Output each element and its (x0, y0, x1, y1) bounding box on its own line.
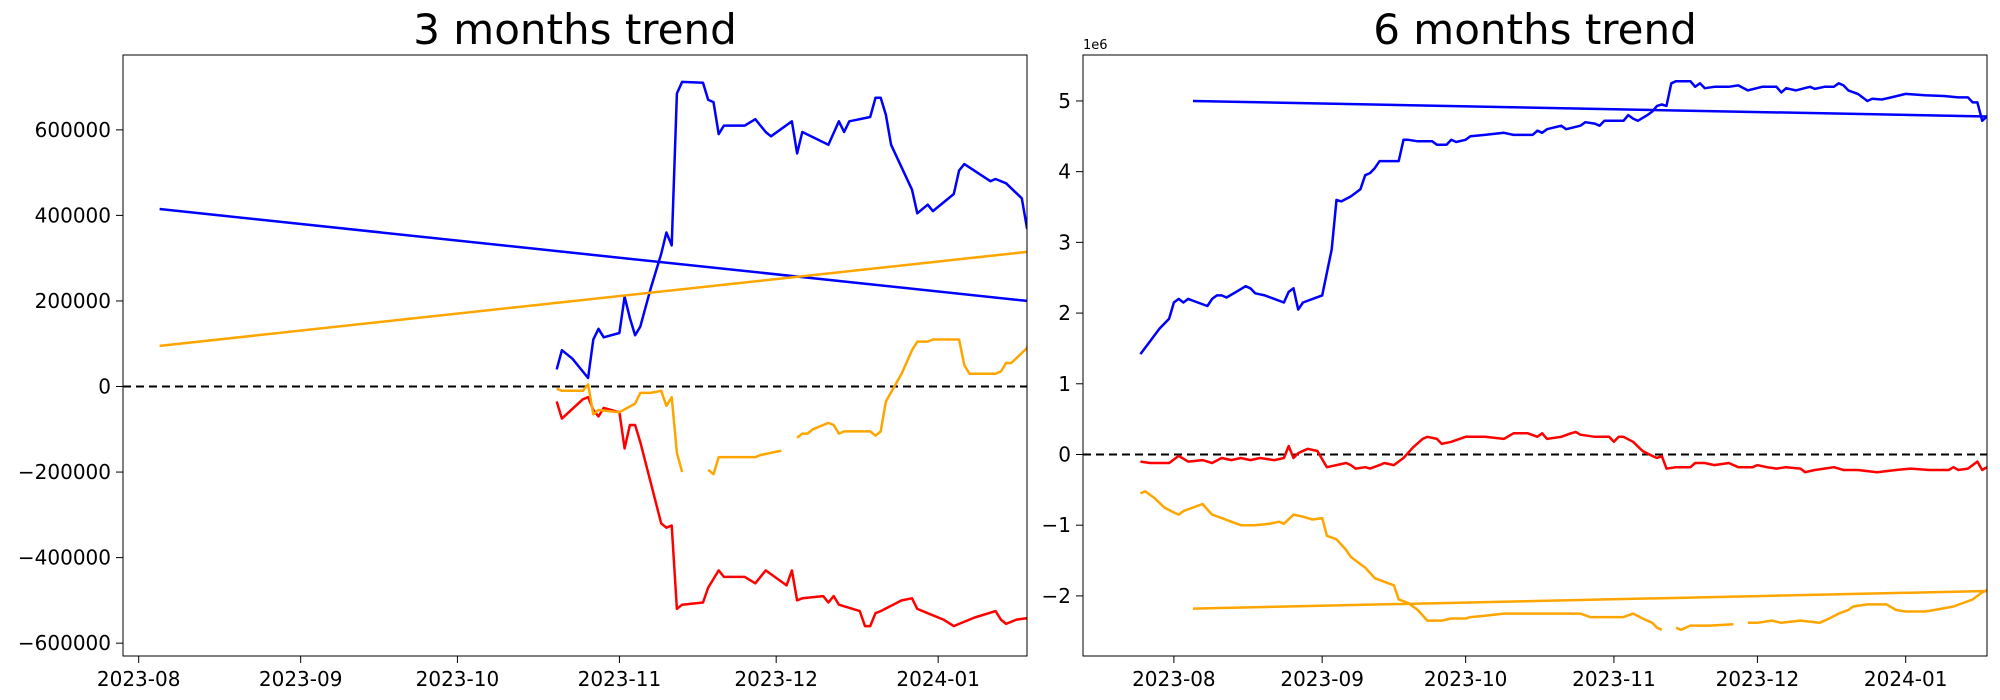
chart-title: 3 months trend (413, 5, 737, 54)
y-tick-label: 600000 (35, 118, 111, 142)
y-tick-label: 3 (1058, 230, 1071, 254)
y-offset-label: 1e6 (1083, 38, 1108, 53)
x-tick-label: 2023-08 (1132, 667, 1216, 691)
plot-frame (1082, 54, 1988, 657)
series-line-3 (1192, 99, 1987, 118)
x-tick-label: 2023-12 (1716, 667, 1800, 691)
y-tick-label: −400000 (18, 546, 111, 570)
series-line-2 (556, 338, 1027, 476)
x-tick-label: 2023-10 (1424, 667, 1508, 691)
y-tick-label: −2 (1042, 584, 1071, 608)
series-line-2 (1139, 490, 1987, 632)
x-tick-label: 2023-08 (97, 667, 181, 691)
x-tick-label: 2023-09 (259, 667, 343, 691)
x-tick-label: 2024-01 (1864, 667, 1948, 691)
panel-6-months: 2023-08 2023-09 2023-10 2023-11 2023-12 2024-… (1042, 5, 1988, 691)
x-tick-label: 2024-01 (896, 667, 980, 691)
y-tick-label: 5 (1058, 89, 1071, 113)
panel-3-months: 2023-08 2023-09 2023-10 2023-11 2023-12 2024-… (18, 5, 1028, 691)
y-tick-label: 0 (98, 375, 111, 399)
y-tick-label: 200000 (35, 289, 111, 313)
plot-frame (122, 54, 1028, 657)
x-tick-label: 2023-10 (416, 667, 500, 691)
y-tick-label: −1 (1042, 513, 1071, 537)
y-tick-label: 2 (1058, 301, 1071, 325)
x-tick-label: 2023-12 (734, 667, 818, 691)
chart-title: 6 months trend (1373, 5, 1697, 54)
x-tick-label: 2023-11 (1572, 667, 1656, 691)
y-tick-label: 1 (1058, 372, 1071, 396)
y-tick-label: −600000 (18, 631, 111, 655)
series-line-1 (1140, 430, 1987, 474)
series-line-4 (1192, 589, 1987, 610)
y-tick-label: −200000 (18, 460, 111, 484)
y-tick-label: 0 (1058, 442, 1071, 466)
y-tick-label: 400000 (35, 203, 111, 227)
series-line-1 (555, 395, 1027, 628)
x-tick-label: 2023-11 (578, 667, 662, 691)
series-line-0 (555, 80, 1027, 380)
series-line-3 (159, 207, 1027, 303)
y-tick-label: 4 (1058, 160, 1071, 184)
series-line-4 (159, 250, 1027, 348)
x-tick-label: 2023-09 (1280, 667, 1364, 691)
series-line-0 (1139, 79, 1987, 355)
